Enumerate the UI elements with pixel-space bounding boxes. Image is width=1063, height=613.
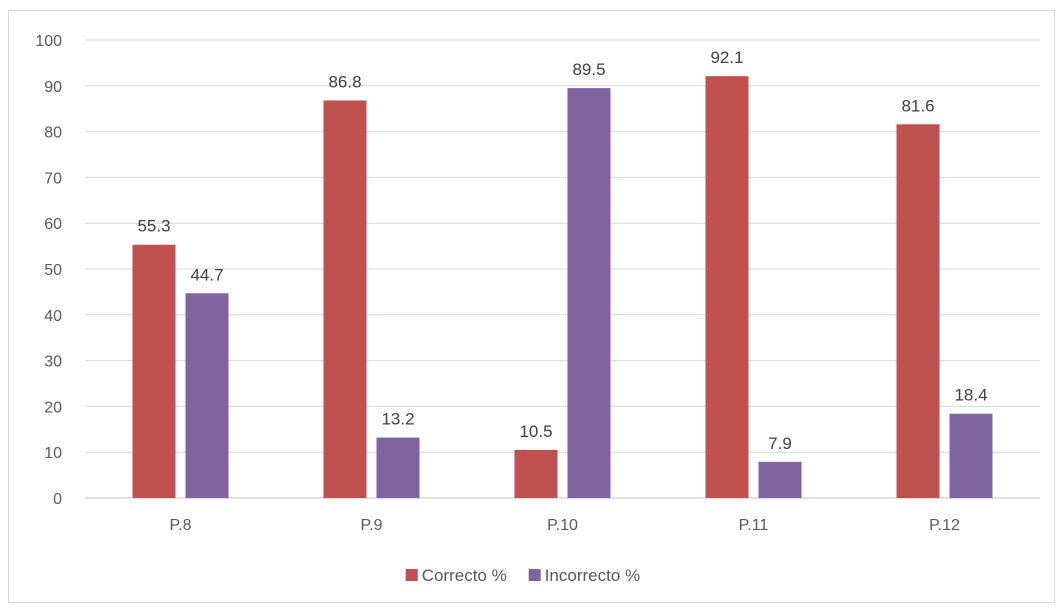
x-tick-label: P.11 [739,517,769,534]
bar-P10-correcto [514,449,558,498]
data-labels: 55.3 44.7 86.8 13.2 10.5 89.5 92.1 7.9 81.6 18.4 [137,48,987,453]
data-label: 86.8 [328,72,361,91]
bar-P9-correcto [323,100,367,499]
x-tick-label: P.12 [929,517,960,534]
y-tick-label: 100 [35,33,62,50]
y-tick-label: 90 [44,79,62,96]
x-tick-label: P.10 [547,517,578,534]
data-label: 44.7 [190,265,223,284]
x-tick-label: P.9 [361,517,383,534]
bar-P11-incorrecto [758,461,802,498]
data-label: 7.9 [768,434,792,453]
y-axis-ticks: 0 10 20 30 40 50 60 70 80 90 100 [35,33,62,508]
y-tick-label: 0 [53,491,62,508]
y-tick-label: 60 [44,216,62,233]
bar-P12-incorrecto [949,413,993,498]
y-tick-label: 70 [44,170,62,187]
legend-label-incorrecto: Incorrecto % [545,566,640,585]
legend-swatch-correcto [405,569,418,581]
data-label: 81.6 [901,96,934,115]
legend: Correcto % Incorrecto % [405,566,640,585]
bar-P8-incorrecto [185,293,229,498]
y-tick-label: 20 [44,399,62,416]
bar-P9-incorrecto [376,437,420,498]
data-label: 10.5 [519,422,552,441]
y-tick-label: 30 [44,354,62,371]
legend-swatch-incorrecto [528,569,541,581]
data-label: 13.2 [381,410,414,429]
gridlines [85,39,1040,499]
x-axis-ticks: P.8 P.9 P.10 P.11 P.12 [170,517,961,534]
data-label: 89.5 [572,60,605,79]
y-tick-label: 50 [44,262,62,279]
legend-label-correcto: Correcto % [422,566,507,585]
bar-P8-correcto [132,244,176,498]
bar-P11-correcto [705,76,749,498]
y-tick-label: 40 [44,308,62,325]
data-label: 92.1 [710,48,743,67]
data-label: 55.3 [137,217,170,236]
bar-P10-incorrecto [567,88,611,498]
bars [132,76,993,499]
chart-frame [8,10,1055,603]
y-tick-label: 80 [44,125,62,142]
x-tick-label: P.8 [170,517,192,534]
bar-P12-correcto [896,124,940,498]
y-tick-label: 10 [44,445,62,462]
data-label: 18.4 [954,386,987,405]
